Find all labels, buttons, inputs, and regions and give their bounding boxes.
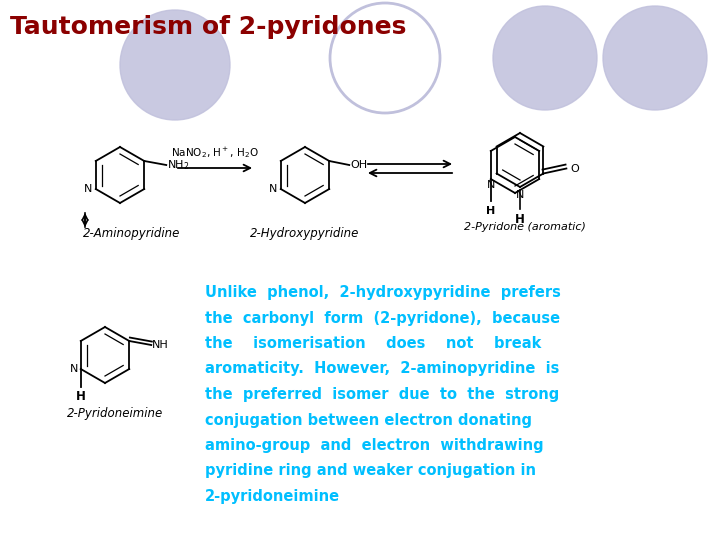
- Text: H: H: [486, 206, 495, 216]
- Text: 2-pyridoneimine: 2-pyridoneimine: [205, 489, 340, 504]
- Text: H: H: [76, 390, 86, 403]
- Circle shape: [603, 6, 707, 110]
- Text: the    isomerisation    does    not    break: the isomerisation does not break: [205, 336, 541, 351]
- Text: Tautomerism of 2-pyridones: Tautomerism of 2-pyridones: [10, 15, 406, 39]
- Text: N: N: [84, 184, 91, 194]
- Text: Unlike  phenol,  2-hydroxypyridine  prefers: Unlike phenol, 2-hydroxypyridine prefers: [205, 285, 561, 300]
- Text: N: N: [516, 190, 524, 200]
- Text: H: H: [515, 213, 525, 226]
- Text: the  preferred  isomer  due  to  the  strong: the preferred isomer due to the strong: [205, 387, 559, 402]
- Text: NH$_2$: NH$_2$: [167, 158, 190, 172]
- Circle shape: [120, 10, 230, 120]
- Text: N: N: [269, 184, 276, 194]
- Circle shape: [493, 6, 597, 110]
- Text: the  carbonyl  form  (2-pyridone),  because: the carbonyl form (2-pyridone), because: [205, 310, 560, 326]
- Text: N: N: [487, 180, 495, 190]
- Text: NaNO$_2$, H$^+$, H$_2$O: NaNO$_2$, H$^+$, H$_2$O: [171, 145, 259, 160]
- Text: pyridine ring and weaker conjugation in: pyridine ring and weaker conjugation in: [205, 463, 536, 478]
- Text: aromaticity.  However,  2-aminopyridine  is: aromaticity. However, 2-aminopyridine is: [205, 361, 559, 376]
- Text: O: O: [570, 164, 579, 173]
- Text: NH: NH: [152, 340, 169, 350]
- Text: amino-group  and  electron  withdrawing: amino-group and electron withdrawing: [205, 438, 544, 453]
- Text: N: N: [69, 364, 78, 374]
- Text: OH: OH: [350, 160, 367, 170]
- Text: 2-Pyridone (aromatic): 2-Pyridone (aromatic): [464, 222, 586, 232]
- Text: 2-Hydroxypyridine: 2-Hydroxypyridine: [251, 227, 360, 240]
- Text: conjugation between electron donating: conjugation between electron donating: [205, 413, 532, 428]
- Text: 2-Pyridoneimine: 2-Pyridoneimine: [67, 407, 163, 420]
- Text: 2-Aminopyridine: 2-Aminopyridine: [84, 227, 181, 240]
